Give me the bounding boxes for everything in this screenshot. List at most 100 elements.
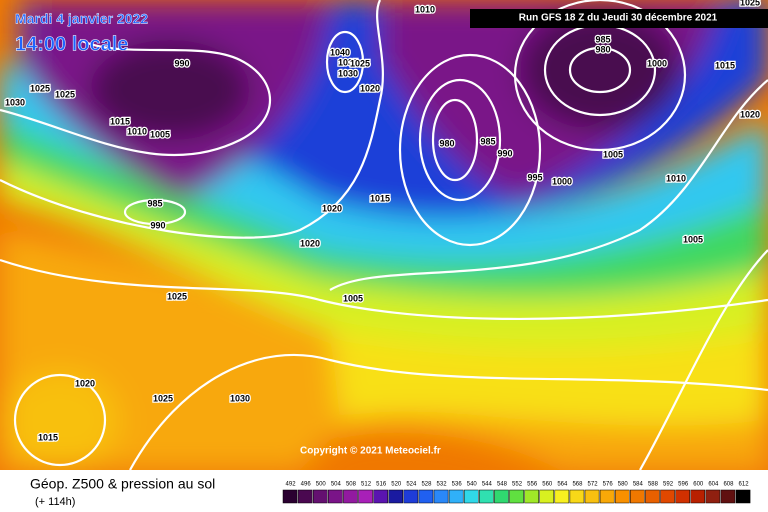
scale-swatch	[539, 489, 555, 504]
scale-label: 492	[286, 482, 297, 488]
scale-swatch	[494, 489, 509, 504]
scale-label: 552	[512, 482, 523, 488]
isobar-label: 1005	[343, 293, 363, 303]
isobar-label: 1005	[150, 129, 170, 139]
isobar-label: 980	[595, 44, 610, 54]
isobar-label: 1020	[322, 203, 342, 213]
scale-swatch	[373, 489, 388, 504]
scale-label: 588	[648, 482, 659, 488]
scale-swatch	[403, 489, 419, 504]
scale-label: 568	[572, 482, 583, 488]
run-info: Run GFS 18 Z du Jeudi 30 décembre 2021	[519, 13, 718, 24]
scale-swatch	[524, 489, 539, 504]
scale-label: 528	[421, 482, 432, 488]
isobar-label: 985	[595, 34, 610, 44]
scale-swatch	[554, 489, 570, 504]
isobar-label: 995	[527, 172, 542, 182]
scale-swatch	[343, 489, 358, 504]
scale-label: 548	[497, 482, 508, 488]
scale-swatch	[630, 489, 645, 504]
isobar-label: 1025	[350, 58, 370, 68]
scale-swatch	[735, 489, 751, 504]
scale-label: 608	[723, 482, 734, 488]
scale-label: 572	[588, 482, 599, 488]
scale-label: 564	[557, 482, 568, 488]
scale-swatch	[358, 489, 373, 504]
scale-label: 532	[437, 482, 448, 488]
isobar-label: 1005	[603, 149, 623, 159]
scale-swatch	[660, 489, 675, 504]
scale-swatch	[297, 489, 313, 504]
scale-label: 580	[618, 482, 629, 488]
scale-swatch	[720, 489, 736, 504]
isobar-label: 1020	[740, 109, 760, 119]
isobar-label: 1040	[330, 47, 350, 57]
isobar-label: 1010	[666, 173, 686, 183]
isobar-label: 1020	[300, 238, 320, 248]
scale-label: 512	[361, 482, 372, 488]
scale-swatch	[388, 489, 404, 504]
isobar-label: 1030	[5, 97, 25, 107]
isobar-label: 990	[150, 220, 165, 230]
scale-label: 504	[331, 482, 342, 488]
scale-swatch	[312, 489, 328, 504]
scale-swatch	[463, 489, 479, 504]
isobar-label: 1025	[55, 89, 75, 99]
isobar-label: 1030	[338, 68, 358, 78]
scale-swatch	[645, 489, 660, 504]
scale-swatch	[584, 489, 600, 504]
scale-label: 544	[482, 482, 493, 488]
isobar-label: 1030	[230, 393, 250, 403]
isobar-label: 1025	[740, 0, 760, 7]
copyright: Copyright © 2021 Meteociel.fr	[300, 446, 441, 457]
scale-label: 584	[633, 482, 644, 488]
scale-label: 540	[467, 482, 478, 488]
isobar-label: 990	[174, 58, 189, 68]
isobar-label: 1020	[360, 83, 380, 93]
scale-label: 516	[376, 482, 387, 488]
isobar-label: 1015	[38, 432, 58, 442]
isobar-label: 1020	[75, 378, 95, 388]
date: Mardi 4 janvier 2022	[15, 11, 148, 27]
isobar-label: 1005	[683, 234, 703, 244]
scale-label: 556	[527, 482, 538, 488]
legend-lead: (+ 114h)	[35, 496, 75, 508]
scale-label: 612	[739, 482, 750, 488]
scale-swatch	[282, 489, 298, 504]
scale-swatch	[418, 489, 434, 504]
scale-label: 500	[316, 482, 327, 488]
isobar-label: 1025	[167, 291, 187, 301]
legend-title: Géop. Z500 & pression au sol	[30, 476, 215, 492]
scale-swatch	[705, 489, 721, 504]
scale-swatch	[614, 489, 630, 504]
scale-swatch	[479, 489, 494, 504]
isobar-label: 1000	[552, 176, 572, 186]
scale-label: 576	[603, 482, 614, 488]
isobar-label: 985	[147, 198, 162, 208]
scale-label: 496	[301, 482, 312, 488]
isobar-label: 1010	[127, 126, 147, 136]
scale-label: 592	[663, 482, 674, 488]
isobar-label: 1015	[110, 116, 130, 126]
scale-label: 596	[678, 482, 689, 488]
isobar-label: 985	[480, 136, 495, 146]
scale-label: 508	[346, 482, 357, 488]
scale-swatch	[448, 489, 464, 504]
scale-swatch	[675, 489, 690, 504]
scale-label: 600	[693, 482, 704, 488]
scale-swatch	[509, 489, 524, 504]
color-scale: 492 496 500 504 508 512 516 520 524 528 532 536 540 5…	[282, 482, 751, 504]
scale-label: 520	[391, 482, 402, 488]
scale-label: 560	[542, 482, 553, 488]
isobar-label: 1025	[153, 393, 173, 403]
scale-label: 536	[452, 482, 463, 488]
isobar-label: 980	[439, 138, 454, 148]
scale-swatch	[328, 489, 343, 504]
scale-swatch	[690, 489, 706, 504]
scale-swatch	[433, 489, 449, 504]
isobar-label: 1035	[338, 57, 358, 67]
isobar-label: 1015	[715, 60, 735, 70]
time: 14:00 locale	[15, 33, 128, 55]
